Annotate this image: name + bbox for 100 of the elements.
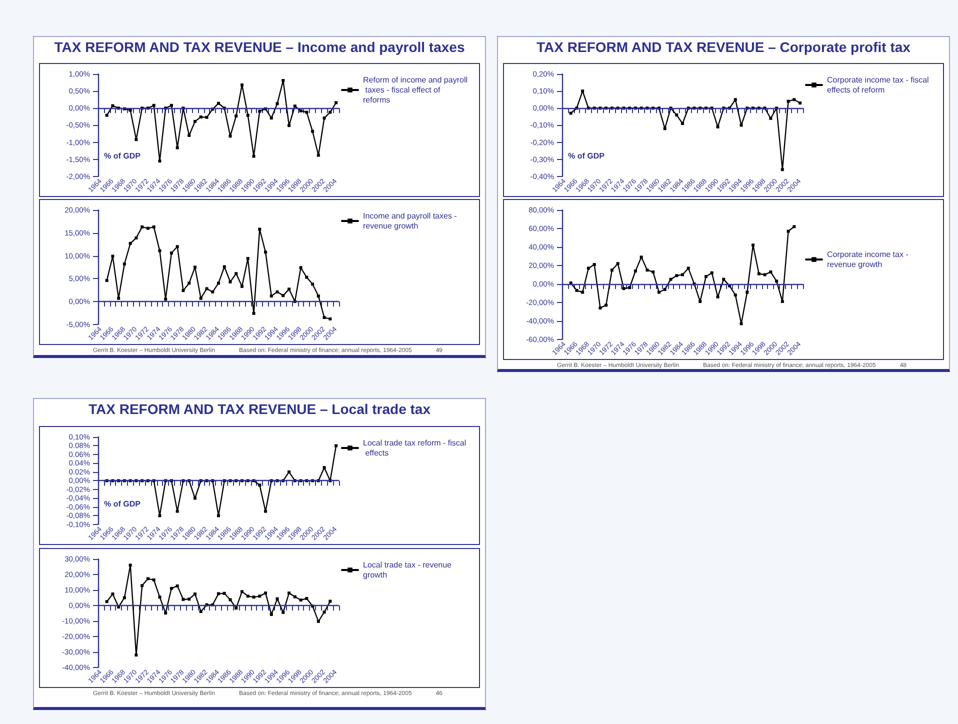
point	[240, 590, 244, 594]
point	[199, 610, 202, 613]
point	[111, 254, 114, 258]
point	[293, 104, 296, 108]
point	[158, 249, 162, 252]
legend-label: Corporate income tax - revenue growth	[827, 250, 911, 270]
point	[775, 280, 778, 283]
point	[228, 280, 232, 284]
point	[217, 282, 220, 285]
point	[228, 598, 232, 602]
point	[322, 116, 326, 120]
point	[581, 290, 584, 294]
point	[252, 596, 256, 599]
point	[211, 290, 214, 294]
point	[586, 266, 590, 270]
point	[264, 510, 268, 513]
point	[276, 597, 279, 600]
point	[722, 278, 726, 281]
point	[134, 654, 138, 657]
point	[188, 282, 191, 285]
point	[158, 514, 162, 518]
point	[740, 124, 743, 127]
point	[610, 268, 614, 272]
legend-label: Local trade tax reform - fiscal effects	[363, 438, 466, 458]
point	[105, 278, 108, 282]
point	[176, 510, 179, 513]
annotation: % of GDP	[568, 152, 606, 160]
point	[282, 294, 285, 298]
point	[240, 83, 244, 86]
point	[305, 110, 308, 114]
point	[252, 154, 256, 158]
point	[134, 236, 138, 240]
point	[170, 586, 173, 590]
point	[140, 584, 144, 588]
point	[140, 225, 144, 228]
point	[769, 270, 772, 274]
point	[264, 250, 268, 254]
point	[616, 262, 620, 266]
point	[199, 116, 202, 119]
point	[316, 620, 320, 623]
point	[657, 290, 660, 294]
point	[128, 242, 132, 245]
point	[311, 282, 314, 286]
point	[193, 120, 196, 123]
point	[604, 304, 608, 307]
point	[252, 312, 256, 315]
point	[152, 578, 156, 582]
point	[704, 275, 708, 278]
point	[752, 244, 755, 247]
point	[158, 160, 162, 163]
point	[105, 114, 108, 117]
point	[217, 102, 220, 105]
point	[716, 295, 720, 298]
point	[628, 286, 632, 290]
point	[270, 294, 273, 298]
point	[663, 288, 666, 291]
point	[663, 127, 666, 130]
chart-title: TAX REFORM AND TAX REVENUE – Local trade tax	[87, 401, 432, 417]
point	[322, 316, 326, 320]
point	[258, 484, 262, 487]
point	[569, 112, 572, 115]
point	[322, 610, 326, 614]
point	[234, 606, 238, 610]
point	[282, 78, 285, 82]
point	[182, 598, 185, 601]
point	[316, 154, 320, 157]
legend-label: Corporate income tax - fiscal effects of reform	[827, 76, 932, 94]
point	[328, 317, 332, 320]
point	[792, 98, 796, 102]
point	[258, 228, 262, 231]
point	[786, 100, 790, 103]
point	[575, 288, 578, 292]
point	[740, 322, 743, 326]
point	[322, 466, 326, 470]
point	[188, 134, 191, 137]
point	[176, 146, 179, 150]
point	[746, 290, 749, 294]
point	[240, 284, 244, 288]
point	[328, 110, 332, 114]
point	[305, 276, 308, 279]
point	[710, 271, 714, 274]
point	[264, 592, 268, 595]
point	[681, 273, 684, 276]
point	[158, 596, 162, 599]
point	[122, 596, 126, 600]
point	[152, 225, 156, 228]
point	[228, 134, 232, 138]
point	[334, 101, 338, 104]
point	[188, 598, 191, 601]
point	[288, 124, 291, 128]
point	[234, 114, 238, 118]
point	[716, 125, 720, 128]
chart-title: TAX REFORM AND TAX REVENUE – Corporate profit tax	[536, 39, 912, 55]
point	[640, 256, 643, 259]
point	[276, 102, 279, 106]
point	[105, 600, 108, 604]
point	[592, 263, 596, 266]
point	[288, 470, 291, 474]
point	[122, 262, 126, 266]
point	[134, 138, 138, 142]
